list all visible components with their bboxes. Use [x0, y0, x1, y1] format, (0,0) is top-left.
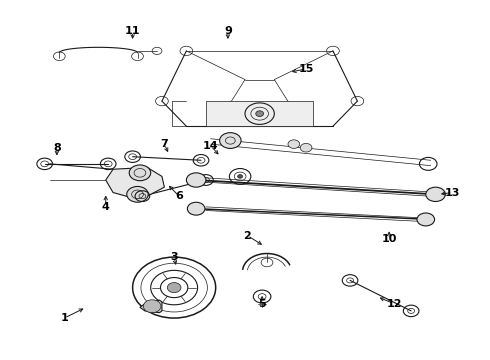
Circle shape [187, 202, 205, 215]
Text: 6: 6 [175, 191, 183, 201]
Circle shape [129, 165, 151, 181]
Text: 1: 1 [60, 313, 68, 323]
Circle shape [288, 140, 300, 148]
Text: 10: 10 [381, 234, 397, 244]
Circle shape [167, 283, 181, 293]
Text: 9: 9 [224, 26, 232, 36]
Circle shape [417, 213, 435, 226]
Circle shape [127, 186, 148, 202]
Polygon shape [106, 167, 164, 198]
Text: 11: 11 [125, 26, 140, 36]
Circle shape [144, 300, 161, 313]
Polygon shape [140, 300, 162, 313]
Circle shape [220, 133, 241, 148]
Text: 5: 5 [258, 299, 266, 309]
Text: 7: 7 [161, 139, 168, 149]
Circle shape [426, 187, 445, 202]
Text: 12: 12 [386, 299, 402, 309]
Circle shape [238, 175, 243, 178]
Circle shape [256, 111, 264, 117]
Text: 2: 2 [244, 231, 251, 240]
Polygon shape [206, 101, 314, 126]
Circle shape [186, 173, 206, 187]
Text: 3: 3 [171, 252, 178, 262]
Text: 14: 14 [203, 141, 219, 151]
Circle shape [300, 143, 312, 152]
Text: 15: 15 [298, 64, 314, 74]
Text: 13: 13 [445, 188, 460, 198]
Text: 4: 4 [102, 202, 110, 212]
Text: 8: 8 [53, 143, 61, 153]
